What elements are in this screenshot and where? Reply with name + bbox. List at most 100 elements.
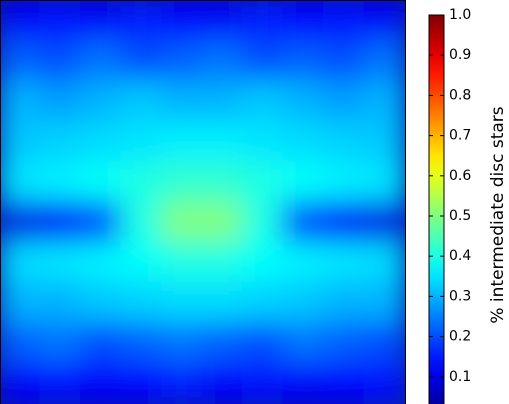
heat-cell [363,79,405,123]
colorbar-tick-label: 0.3 [449,288,471,304]
heat-cell [0,160,42,203]
colorbar-tick-label: 0.8 [449,87,471,103]
heat-cell [120,201,163,244]
colorbar-tick-label: 0.2 [449,329,471,345]
heat-cell [363,160,405,203]
heat-cell [120,281,163,325]
heatmap-cells [0,0,405,404]
heat-cell [80,39,123,82]
plot-frame [0,0,406,404]
heatmap [0,0,405,404]
heat-cell [201,281,244,325]
heat-cell [201,79,244,123]
heat-cell [242,160,285,203]
colorbar-tick-label: 1.0 [449,7,471,23]
heat-cell [39,79,82,123]
heat-cell [282,241,325,284]
heat-cell [282,79,325,123]
heat-cell [120,39,163,82]
heat-cell [161,39,204,82]
heat-cell [363,0,405,42]
heat-cell [323,281,366,325]
heat-cell [363,39,405,82]
heat-cell [201,322,244,365]
heat-cell [80,160,123,203]
heat-cell [80,0,123,42]
heat-cell [323,160,366,203]
heat-cell [161,160,204,203]
colorbar-tick-label: 0.9 [449,47,471,63]
heat-cell [161,0,204,42]
heat-cell [120,160,163,203]
heat-cell [39,0,82,42]
heat-cell [242,120,285,163]
heat-cell [323,79,366,123]
heat-cell [323,201,366,244]
heat-cell [323,322,366,365]
heat-cell [39,201,82,244]
heat-cell [201,0,244,42]
heat-cell [242,79,285,123]
colorbar-tick-label: 0.1 [449,369,471,385]
heat-cell [161,201,204,244]
heat-cell [323,362,366,404]
heat-cell [282,281,325,325]
heat-cell [161,120,204,163]
heat-cell [0,120,42,163]
heat-cell [201,241,244,284]
heat-cell [120,120,163,163]
heat-cell [323,39,366,82]
heat-cell [80,281,123,325]
heat-cell [323,0,366,42]
heat-cell [323,120,366,163]
heat-cell [282,201,325,244]
heat-cell [282,160,325,203]
heat-cell [80,362,123,404]
heat-cell [120,0,163,42]
heat-cell [363,201,405,244]
heat-cell [39,281,82,325]
heat-cell [201,39,244,82]
heat-cell [80,201,123,244]
heat-cell [80,322,123,365]
colorbar-label: % intermediate disc stars [488,106,508,323]
heat-cell [0,0,42,42]
heat-cell [39,39,82,82]
heat-cell [363,241,405,284]
heat-cell [363,322,405,365]
heat-cell [0,362,42,404]
heat-cell [201,201,244,244]
heat-cell [363,362,405,404]
colorbar-tick-label: 0.7 [449,128,471,144]
heat-cell [242,241,285,284]
heat-cell [242,201,285,244]
heat-cell [161,281,204,325]
heat-cell [80,79,123,123]
colorbar-tick-label: 0.4 [449,248,471,264]
heat-cell [201,120,244,163]
heat-cell [161,322,204,365]
heat-cell [120,362,163,404]
heat-cell [282,322,325,365]
heat-cell [80,241,123,284]
heat-cell [0,79,42,123]
heat-cell [39,160,82,203]
heat-cell [282,39,325,82]
heat-cell [282,362,325,404]
heat-cell [0,201,42,244]
heat-cell [282,0,325,42]
heat-cell [282,120,325,163]
heat-cell [242,281,285,325]
heat-cell [39,362,82,404]
colorbar-tick-label: 0.6 [449,168,471,184]
heat-cell [161,79,204,123]
heat-cell [242,322,285,365]
heat-cell [39,322,82,365]
colorbar [428,14,445,404]
heat-cell [39,241,82,284]
heat-cell [363,281,405,325]
colorbar-tick-label: 0.5 [449,208,471,224]
heat-cell [120,322,163,365]
heat-cell [242,0,285,42]
